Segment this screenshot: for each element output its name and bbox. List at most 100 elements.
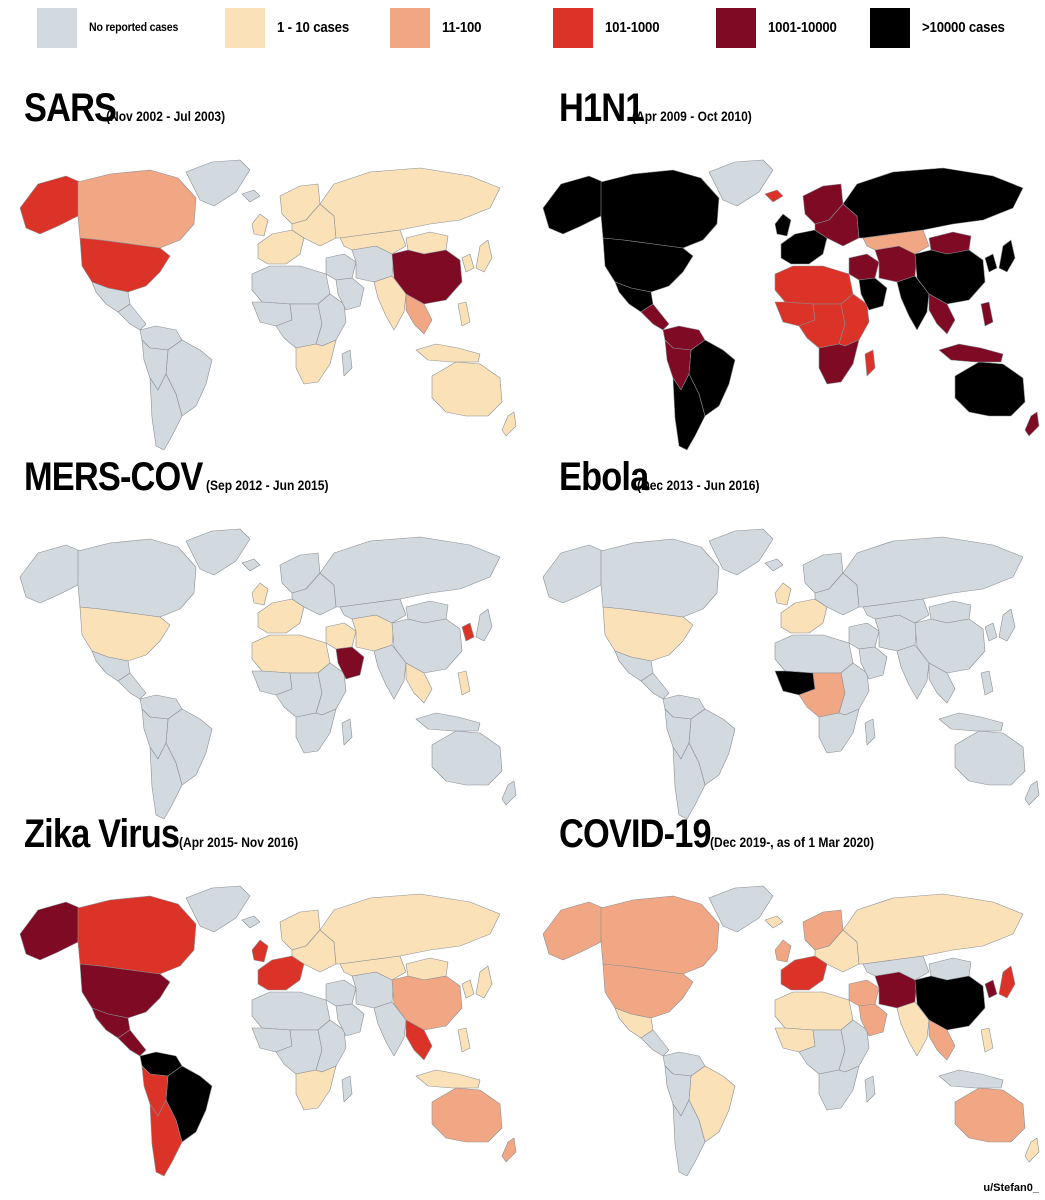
region-new-zealand [501,1137,517,1163]
region-russia [842,167,1024,239]
region-west-europe [780,955,828,991]
region-central-america [117,303,147,331]
region-usa [79,606,171,662]
region-alaska [19,901,81,961]
region-southeast-asia [928,1019,956,1061]
region-middle-east [848,622,880,650]
region-north-africa [251,265,331,305]
region-uk-ireland [774,939,792,963]
legend-label: 1001-10000 [768,19,837,36]
region-india [373,275,407,331]
panel-title: Zika Virus (Apr 2015- Nov 2016) [24,812,317,857]
region-southern-cone [672,373,706,451]
region-australia [431,1087,503,1143]
map-panel-h1n1: H1N1 (Apr 2009 - Oct 2010) [523,86,1043,458]
region-uk-ireland [774,582,792,606]
region-new-zealand [1024,780,1040,806]
region-madagascar [341,718,353,746]
region-north-africa [774,634,854,674]
region-indonesia [415,343,481,363]
region-southeast-asia [928,662,956,704]
legend-swatch [870,8,910,48]
world-map-svg [19,528,517,820]
world-map-svg [19,885,517,1177]
region-north-africa [251,634,331,674]
region-uk-ireland [251,213,269,237]
map-panel-zika: Zika Virus (Apr 2015- Nov 2016) [0,812,520,1184]
disease-name: MERS-COV [24,455,203,499]
region-arabia [335,277,365,311]
region-greenland [185,159,251,207]
region-korea [984,253,998,273]
region-madagascar [341,349,353,377]
region-middle-east [848,979,880,1007]
region-australia [431,730,503,786]
region-korea [984,622,998,642]
region-russia [842,893,1024,965]
region-usa [602,963,694,1019]
region-greenland [708,885,774,933]
region-central-america [640,1029,670,1057]
region-south-africa [295,1065,337,1111]
region-middle-east [325,253,357,281]
region-south-africa [295,708,337,754]
region-australia [431,361,503,417]
region-usa [602,606,694,662]
region-japan [475,239,493,273]
region-alaska [542,901,604,961]
disease-period: (Nov 2002 - Jul 2003) [105,108,225,124]
panel-title: H1N1 (Apr 2009 - Oct 2010) [559,86,771,131]
disease-period: (Dec 2013 - Jun 2016) [637,477,760,493]
region-russia [842,536,1024,608]
region-canada [77,538,197,618]
map-panel-ebola: Ebola (Dec 2013 - Jun 2016) [523,455,1043,827]
region-greenland [708,528,774,576]
region-central-america [640,303,670,331]
region-philippines [980,301,994,327]
region-arabia [858,646,888,680]
disease-name: SARS [24,86,117,130]
region-madagascar [864,718,876,746]
region-philippines [980,1027,994,1053]
legend-swatch [553,8,593,48]
author-credit: u/Stefan0_ [983,1182,1039,1194]
region-central-america [117,672,147,700]
region-philippines [457,670,471,696]
region-west-europe [780,229,828,265]
region-madagascar [864,349,876,377]
map-panel-mers: MERS-COV (Sep 2012 - Jun 2015) [0,455,520,827]
region-southeast-asia [928,293,956,335]
world-map-svg [542,528,1040,820]
legend-label: 101-1000 [605,19,660,36]
region-southeast-asia [405,662,433,704]
disease-name: COVID-19 [559,812,712,856]
region-west-europe [257,955,305,991]
region-canada [600,169,720,249]
region-new-zealand [501,780,517,806]
panel-title: COVID-19 (Dec 2019-, as of 1 Mar 2020) [559,812,901,857]
region-alaska [542,544,604,604]
legend-swatch [390,8,430,48]
map-panel-covid: COVID-19 (Dec 2019-, as of 1 Mar 2020) [523,812,1043,1184]
region-greenland [185,528,251,576]
region-iceland [764,915,784,929]
region-india [896,644,930,700]
region-philippines [457,1027,471,1053]
region-uk-ireland [251,939,269,963]
region-arabia [335,1003,365,1037]
world-map-svg [19,159,517,451]
region-japan [998,239,1016,273]
region-indonesia [938,343,1004,363]
region-australia [954,730,1026,786]
region-new-zealand [1024,1137,1040,1163]
region-madagascar [864,1075,876,1103]
region-uk-ireland [251,582,269,606]
region-madagascar [341,1075,353,1103]
legend-swatch [225,8,265,48]
region-philippines [457,301,471,327]
legend-label: 11-100 [442,19,482,36]
world-map [0,154,520,454]
region-japan [998,608,1016,642]
region-south-africa [295,339,337,385]
region-usa [602,237,694,293]
